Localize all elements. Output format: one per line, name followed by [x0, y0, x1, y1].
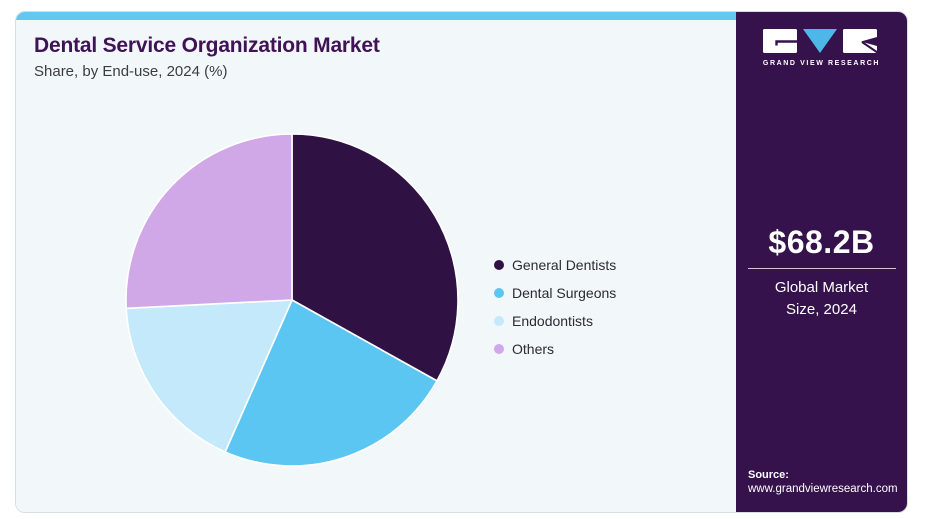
legend-label: Endodontists [512, 313, 593, 329]
legend-item-dental-surgeons: Dental Surgeons [494, 279, 616, 307]
divider-line [747, 268, 896, 269]
legend-dot-icon [494, 316, 504, 326]
top-accent-bar [16, 12, 736, 20]
chart-area: Dental Service Organization Market Share… [16, 12, 736, 512]
legend-label: Dental Surgeons [512, 285, 617, 301]
legend-item-general-dentists: General Dentists [494, 251, 616, 279]
market-size-label: Global Market Size, 2024 [774, 279, 869, 318]
market-size-block: $68.2B Global Market Size, 2024 [736, 224, 907, 321]
brand-logo: GRAND VIEW RESEARCH [736, 29, 907, 67]
sidebar: GRAND VIEW RESEARCH $68.2B Global Market… [736, 12, 907, 512]
legend-item-others: Others [494, 335, 616, 363]
pie-slice-general-dentists [291, 133, 459, 382]
legend-label: Others [512, 341, 555, 357]
legend-dot-icon [494, 344, 504, 354]
legend: General Dentists Dental Surgeons Endodonti… [494, 251, 616, 363]
legend-dot-icon [494, 260, 504, 270]
legend-item-endodontists: Endodontists [494, 307, 616, 335]
pie-slice-endodontists [125, 299, 293, 453]
page-subtitle: Share, by End-use, 2024 (%) [34, 63, 228, 80]
page-title: Dental Service Organization Market [34, 34, 380, 57]
pie-slice-others [125, 133, 293, 310]
source-url: www.grandviewresearch.com [748, 483, 898, 496]
legend-dot-icon [494, 288, 504, 298]
chart-header: Dental Service Organization Market Share… [34, 34, 380, 80]
infographic-card: Dental Service Organization Market Share… [15, 11, 908, 513]
pie-chart [125, 133, 459, 467]
gvr-logo-icon [762, 29, 878, 54]
source-block: Source: www.grandviewresearch.com [748, 468, 898, 498]
pie-slice-dental-surgeons [224, 299, 438, 467]
brand-logo-text: GRAND VIEW RESEARCH [762, 60, 881, 67]
market-size-value: $68.2B [768, 224, 875, 260]
legend-label: General Dentists [512, 257, 617, 273]
source-label: Source: [748, 468, 789, 481]
